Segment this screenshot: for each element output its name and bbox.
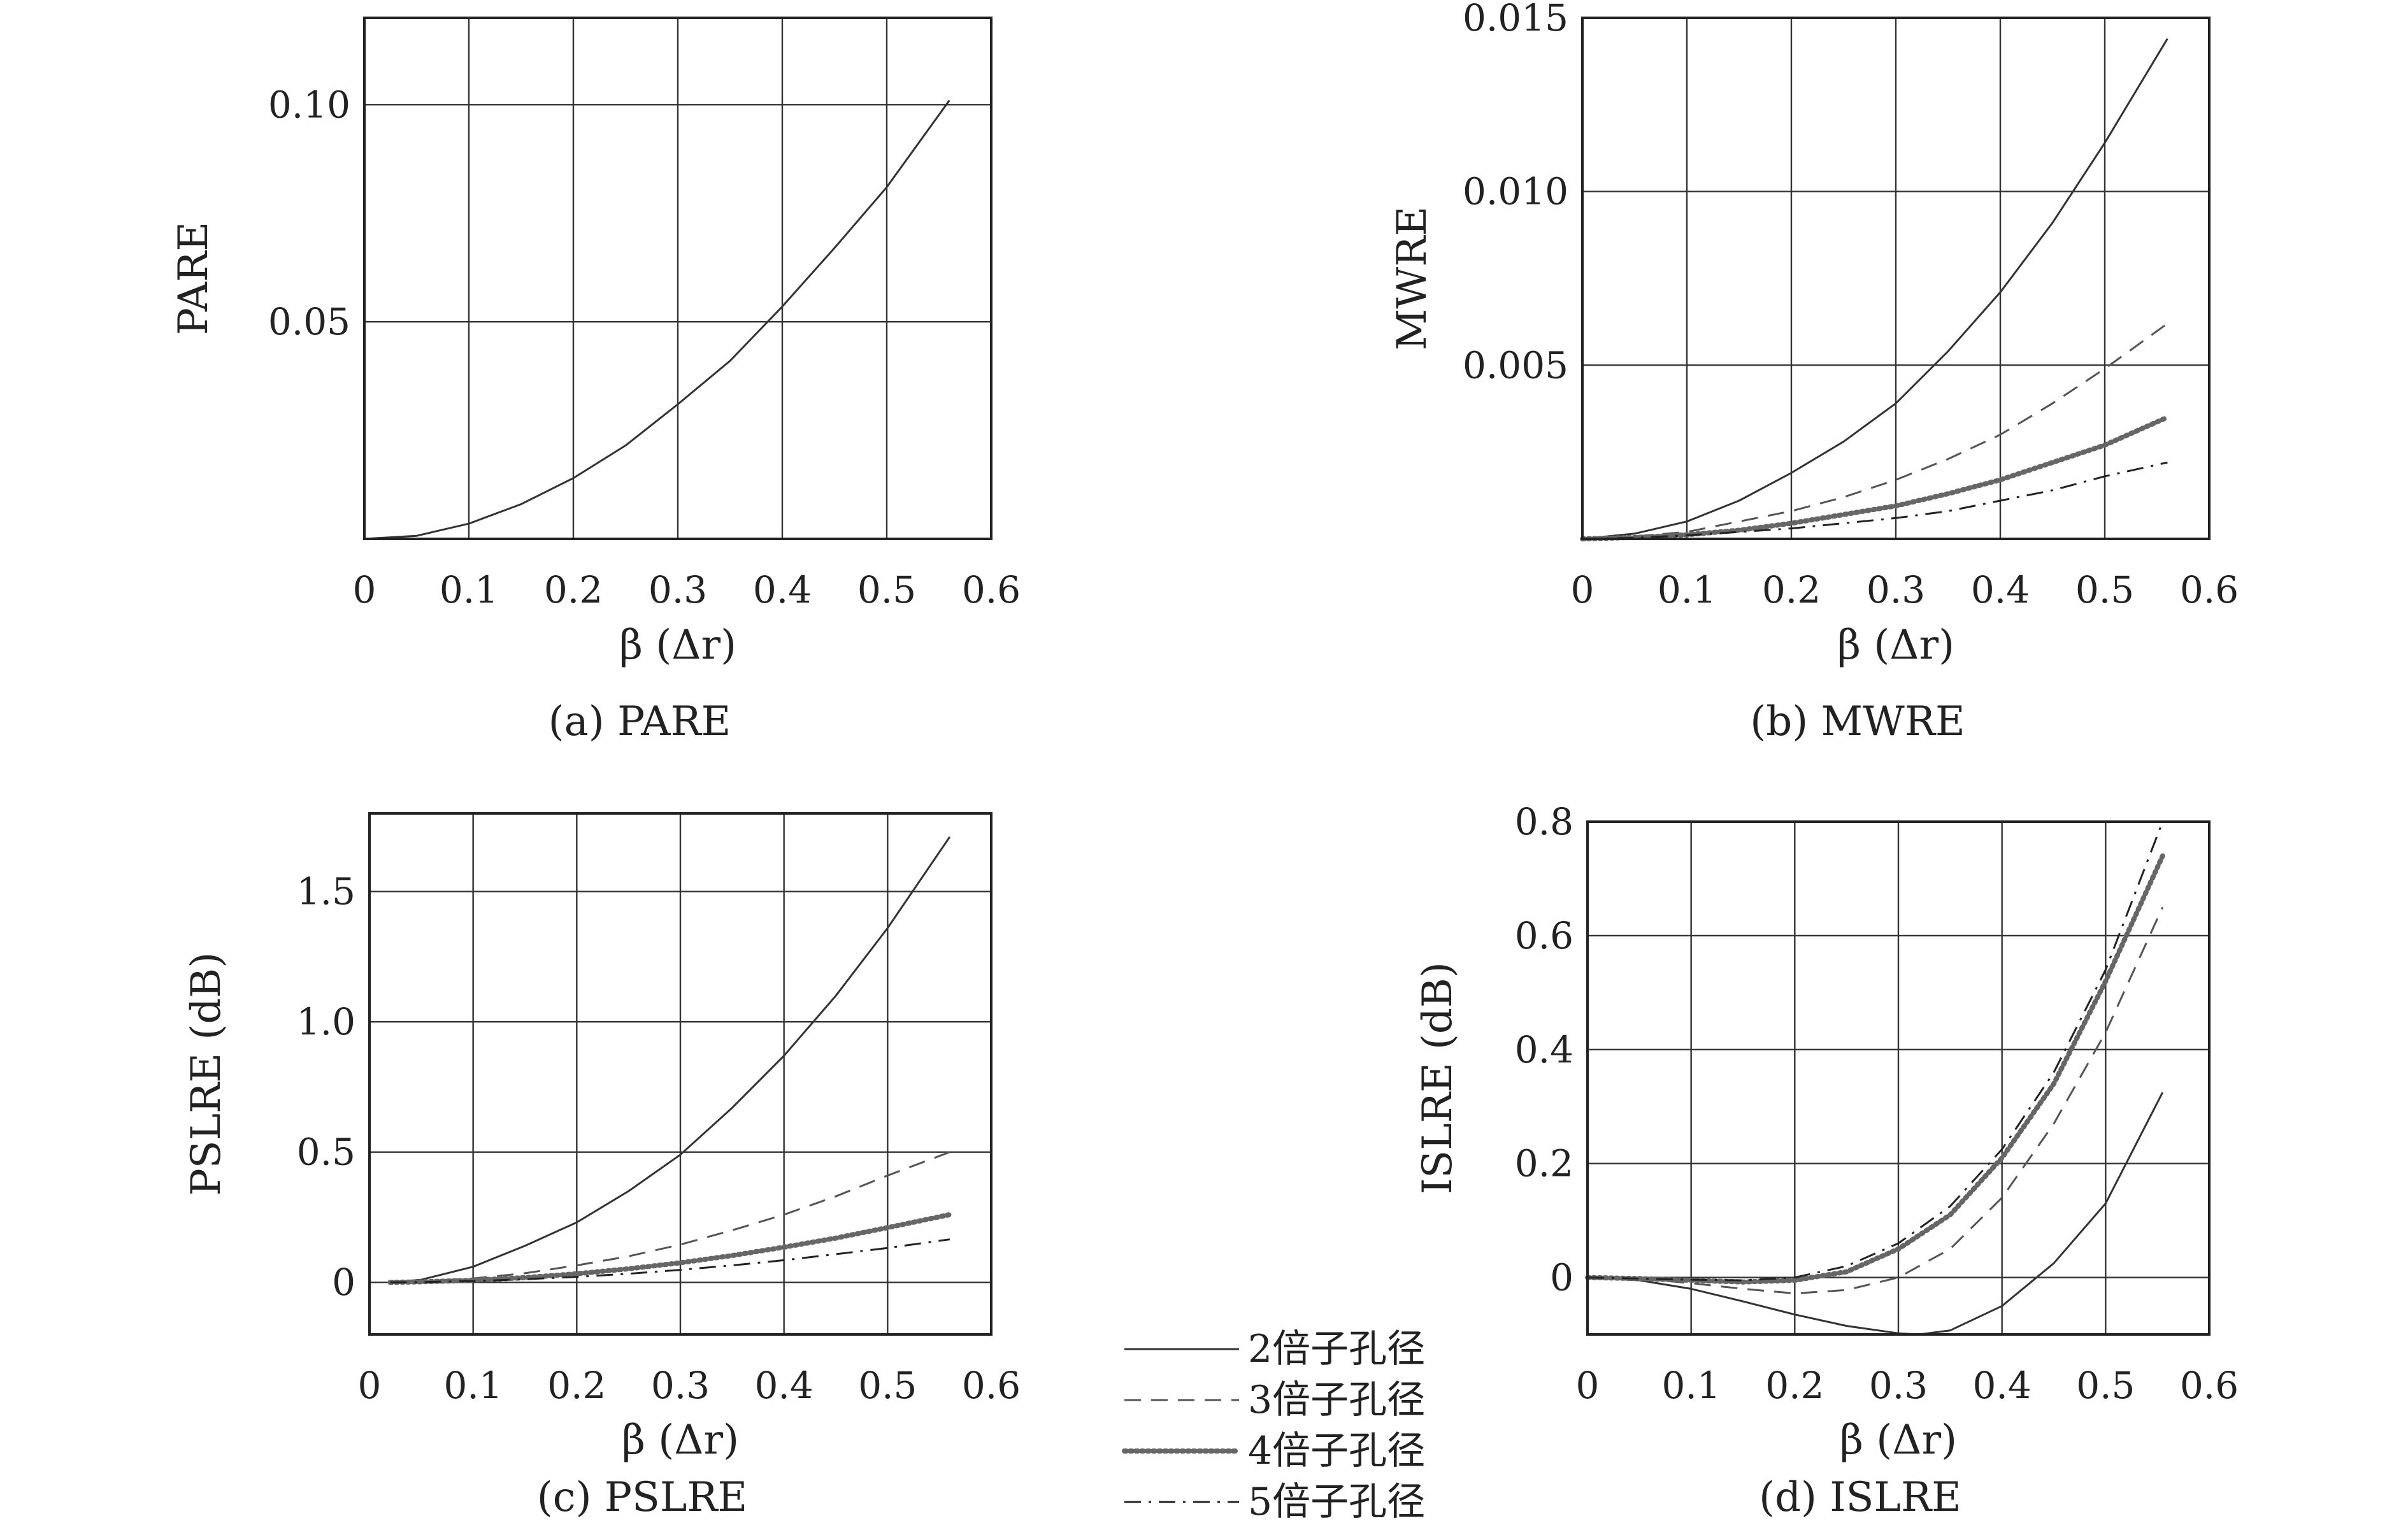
y-tick-label: 0.8 [1515, 800, 1573, 843]
series-line-dashdot [390, 1238, 950, 1283]
y-tick-label: 0.015 [1463, 0, 1568, 39]
x-axis-label: β (Δr) [1840, 1417, 1957, 1464]
y-tick-label: 0.05 [268, 300, 350, 343]
y-tick-label: 0.5 [297, 1131, 355, 1174]
plot-frame [363, 17, 993, 540]
series-line-solid [390, 836, 951, 1283]
x-tick-label: 0.6 [2180, 568, 2239, 611]
series-line-dashed [1582, 322, 2168, 540]
legend-label: 5倍子孔径 [1248, 1480, 1425, 1524]
x-tick-label: 0 [1576, 1364, 1600, 1407]
y-axis-label: ISLRE (dB) [1414, 962, 1461, 1194]
x-tick-label: 0.2 [547, 1364, 606, 1407]
x-tick-label: 0.5 [858, 1364, 917, 1407]
y-tick-label: 0.010 [1463, 170, 1568, 213]
x-tick-label: 0.3 [651, 1364, 710, 1407]
series-line-dotted [1580, 415, 2170, 541]
x-tick-label: 0.5 [857, 568, 916, 611]
series-line-solid [364, 99, 950, 540]
y-tick-label: 1.0 [297, 1000, 355, 1043]
series-line-dotted [387, 1212, 952, 1285]
y-tick-label: 1.5 [297, 870, 355, 913]
x-tick-label: 0.2 [1765, 1364, 1824, 1407]
x-tick-label: 0.6 [962, 1364, 1021, 1407]
plot-frame [1581, 17, 2211, 540]
panel-pslre: 0 0.1 0.2 0.3 0.4 0.5 0.6 0 0.5 1.0 1.5 β (Δr) PSLRE… [183, 812, 1021, 1521]
x-axis-label: β (Δr) [1837, 622, 1954, 669]
y-tick-label: 0 [332, 1261, 355, 1304]
x-tick-label: 0.3 [1869, 1364, 1928, 1407]
x-tick-label: 0.2 [1762, 568, 1821, 611]
x-tick-label: 0.4 [1971, 568, 2030, 611]
x-tick-label: 0.1 [1658, 568, 1716, 611]
panel-caption: (a) PARE [548, 698, 731, 745]
series-line-dashed [390, 1151, 950, 1283]
panel-islre: 0 0.1 0.2 0.3 0.4 0.5 0.6 0 0.2 0.4 0.6 0.8 β (Δr) IS… [1414, 800, 2239, 1521]
series-line-dashdot [1582, 461, 2168, 540]
y-axis-label: PARE [170, 222, 217, 335]
x-tick-label: 0.1 [1662, 1364, 1721, 1407]
y-tick-label: 0.6 [1515, 914, 1573, 957]
legend-label: 4倍子孔径 [1248, 1429, 1425, 1473]
x-axis-label: β (Δr) [622, 1417, 739, 1464]
x-axis-label: β (Δr) [619, 622, 736, 669]
x-tick-label: 0 [358, 1364, 382, 1407]
panel-pare: 0 0.1 0.2 0.3 0.4 0.5 0.6 0.05 0.10 β (Δr) PARE (a)… [170, 17, 1021, 745]
x-tick-label: 0.3 [649, 568, 707, 611]
panel-caption: (b) MWRE [1750, 698, 1965, 745]
x-tick-label: 0.6 [962, 568, 1021, 611]
legend-label: 3倍子孔径 [1248, 1378, 1425, 1422]
y-tick-label: 0 [1550, 1256, 1573, 1299]
x-tick-label: 0.1 [444, 1364, 503, 1407]
panel-caption: (d) ISLRE [1759, 1474, 1961, 1521]
x-tick-label: 0.6 [2180, 1364, 2239, 1407]
plot-frame [368, 812, 993, 1336]
x-tick-label: 0.5 [2076, 1364, 2135, 1407]
series-line-dashed [1587, 906, 2164, 1295]
x-tick-label: 0.3 [1867, 568, 1925, 611]
y-tick-label: 0.005 [1463, 343, 1568, 387]
panel-mwre: 0 0.1 0.2 0.3 0.4 0.5 0.6 0.005 0.010 0.015 β (Δr)… [1389, 0, 2239, 745]
series-line-dashdot [1587, 821, 2164, 1282]
series-line-dotted [1585, 853, 2165, 1285]
y-axis-label: PSLRE (dB) [183, 952, 230, 1196]
x-tick-label: 0.5 [2075, 568, 2134, 611]
y-axis-label: MWRE [1389, 206, 1436, 350]
x-tick-label: 0.4 [753, 568, 812, 611]
x-tick-label: 0.1 [440, 568, 498, 611]
y-tick-label: 0.10 [268, 83, 350, 126]
plot-frame [1586, 820, 2211, 1336]
legend-label: 2倍子孔径 [1248, 1327, 1425, 1371]
series-line-solid [1587, 1092, 2164, 1336]
x-tick-label: 0.2 [544, 568, 603, 611]
y-tick-label: 0.2 [1515, 1142, 1573, 1185]
panel-caption: (c) PSLRE [537, 1474, 747, 1521]
x-tick-label: 0.4 [1973, 1364, 2032, 1407]
series-line-solid [1582, 38, 2168, 540]
legend: 2倍子孔径 3倍子孔径 4倍子孔径 5倍子孔径 [1122, 1327, 1425, 1524]
x-tick-label: 0.4 [755, 1364, 813, 1407]
x-tick-label: 0 [353, 568, 376, 611]
x-tick-label: 0 [1571, 568, 1595, 611]
y-tick-label: 0.4 [1515, 1028, 1573, 1071]
